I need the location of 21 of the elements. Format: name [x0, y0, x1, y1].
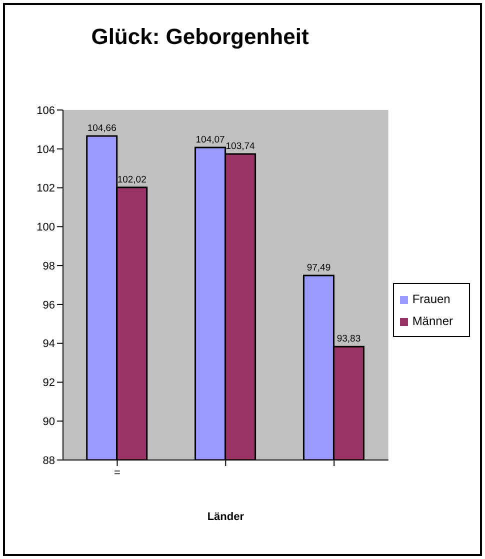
y-tick-label: 102 [36, 182, 55, 195]
y-tick-label: 88 [42, 454, 55, 467]
legend-label: Männer [412, 314, 453, 328]
data-label: 97,49 [306, 262, 331, 274]
data-label: 93,83 [336, 334, 361, 345]
legend-label: Frauen [412, 292, 450, 306]
y-tick-label: 106 [36, 104, 55, 117]
data-label: 102,02 [117, 174, 146, 186]
x-axis-title: Länder [207, 511, 245, 523]
data-label: 104,07 [196, 134, 225, 146]
x-tick-label: = [114, 466, 120, 479]
y-tick-label: 96 [42, 299, 55, 312]
data-label: 104,66 [87, 123, 116, 134]
y-tick-label: 92 [42, 377, 55, 390]
y-tick-label: 104 [36, 144, 55, 156]
y-tick-label: 100 [36, 222, 55, 234]
chart-title: Glück: Geborgenheit [90, 24, 310, 50]
data-label: 103,74 [226, 140, 255, 152]
y-tick-label: 94 [42, 338, 55, 350]
y-tick-label: 98 [42, 260, 55, 272]
y-tick-label: 90 [42, 416, 55, 428]
